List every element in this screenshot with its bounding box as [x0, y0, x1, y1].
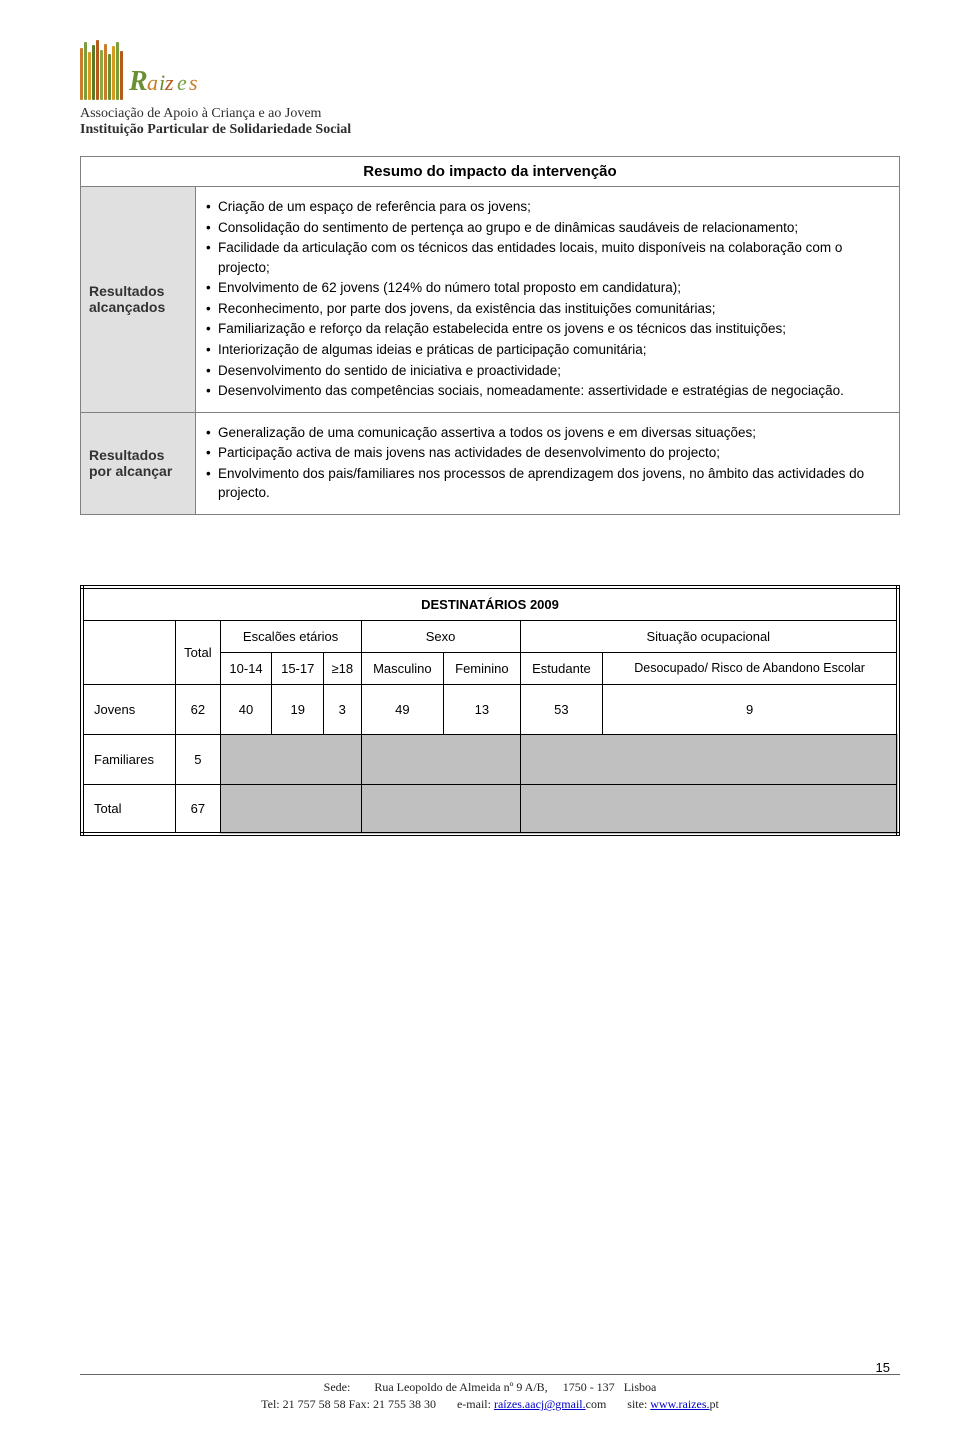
logo-bar: [100, 50, 103, 100]
dest-cell-shaded: [520, 784, 898, 834]
summary-title: Resumo do impacto da intervenção: [81, 157, 900, 187]
dest-cell: 13: [444, 684, 520, 734]
dest-row-label: Total: [82, 784, 176, 834]
svg-text:z: z: [164, 70, 174, 95]
dest-cell: 9: [603, 684, 898, 734]
logo-bar: [112, 46, 115, 100]
dest-col-total: Total: [176, 620, 221, 684]
logo-bar: [88, 52, 91, 100]
summary-bullet: Generalização de uma comunicação asserti…: [206, 423, 889, 443]
footer-sede-label: Sede:: [324, 1380, 351, 1394]
dest-subheader: Estudante: [520, 652, 603, 684]
summary-bullet: Criação de um espaço de referência para …: [206, 197, 889, 217]
logo-bars: [80, 40, 123, 100]
dest-row-total: 62: [176, 684, 221, 734]
summary-bullet: Participação activa de mais jovens nas a…: [206, 443, 889, 463]
dest-cell-shaded: [520, 734, 898, 784]
dest-subheader: Desocupado/ Risco de Abandono Escolar: [603, 652, 898, 684]
footer-address: Rua Leopoldo de Almeida nº 9 A/B,: [374, 1380, 547, 1394]
logo-bar: [84, 42, 87, 100]
dest-cell-shaded: [220, 734, 361, 784]
dest-subheader: Masculino: [361, 652, 444, 684]
dest-subheader: ≥18: [324, 652, 361, 684]
dest-row-total: 5: [176, 734, 221, 784]
footer-line2: Tel: 21 757 58 58 Fax: 21 755 38 30 e-ma…: [80, 1396, 900, 1413]
footer-email-link[interactable]: raízes.aacj@gmail.: [494, 1397, 586, 1411]
summary-table: Resumo do impacto da intervenção Resulta…: [80, 156, 900, 515]
dest-cell: 53: [520, 684, 603, 734]
footer-city: Lisboa: [624, 1380, 657, 1394]
summary-row-content: Criação de um espaço de referência para …: [196, 187, 900, 413]
summary-bullet: Consolidação do sentimento de pertença a…: [206, 218, 889, 238]
logo-bar: [92, 45, 95, 100]
org-name-line1: Associação de Apoio à Criança e ao Jovem: [80, 106, 900, 122]
footer-site-link[interactable]: www.raizes.: [650, 1397, 709, 1411]
dest-group-ages: Escalões etários: [220, 620, 361, 652]
summary-bullet: Envolvimento de 62 jovens (124% do númer…: [206, 278, 889, 298]
footer-site-suffix: pt: [710, 1397, 719, 1411]
summary-bullet: Reconhecimento, por parte dos jovens, da…: [206, 299, 889, 319]
footer-postal: 1750 - 137: [563, 1380, 615, 1394]
footer-email-suffix: com: [586, 1397, 607, 1411]
footer-line1: Sede: Rua Leopoldo de Almeida nº 9 A/B, …: [80, 1379, 900, 1396]
svg-text:R: R: [129, 66, 148, 97]
dest-row-label: Jovens: [82, 684, 176, 734]
dest-group-sex: Sexo: [361, 620, 520, 652]
dest-cell-shaded: [361, 784, 520, 834]
svg-text:a: a: [147, 70, 158, 95]
footer-tel: Tel: 21 757 58 58 Fax: 21 755 38 30: [261, 1397, 436, 1411]
summary-bullet: Interiorização de algumas ideias e práti…: [206, 340, 889, 360]
dest-cell-shaded: [361, 734, 520, 784]
dest-cell: 49: [361, 684, 444, 734]
logo-bar: [104, 44, 107, 100]
page-number: 15: [876, 1360, 890, 1375]
dest-subheader: 15-17: [272, 652, 324, 684]
dest-cell: 40: [220, 684, 272, 734]
summary-row-label: Resultados por alcançar: [81, 412, 196, 514]
dest-cell-shaded: [220, 784, 361, 834]
org-name-line2: Instituição Particular de Solidariedade …: [80, 122, 900, 138]
summary-row-label: Resultados alcançados: [81, 187, 196, 413]
dest-row-label: Familiares: [82, 734, 176, 784]
dest-table: DESTINATÁRIOS 2009 Total Escalões etário…: [80, 585, 900, 837]
dest-cell: 3: [324, 684, 361, 734]
dest-subheader: 10-14: [220, 652, 272, 684]
dest-subheader: Feminino: [444, 652, 520, 684]
logo-bar: [80, 48, 83, 100]
dest-cell: 19: [272, 684, 324, 734]
summary-bullet: Facilidade da articulação com os técnico…: [206, 238, 889, 277]
footer-email-label: e-mail:: [457, 1397, 491, 1411]
summary-bullet: Desenvolvimento das competências sociais…: [206, 381, 889, 401]
svg-text:e: e: [177, 70, 187, 95]
summary-bullet: Desenvolvimento do sentido de iniciativa…: [206, 361, 889, 381]
logo-bar: [120, 51, 123, 100]
footer: Sede: Rua Leopoldo de Almeida nº 9 A/B, …: [80, 1374, 900, 1413]
logo-bar: [108, 54, 111, 100]
dest-row-total: 67: [176, 784, 221, 834]
summary-row-content: Generalização de uma comunicação asserti…: [196, 412, 900, 514]
logo-bar: [96, 40, 99, 100]
logo-wordmark: R a i z e s: [129, 40, 219, 100]
logo-bar: [116, 42, 119, 100]
logo-block: R a i z e s: [80, 40, 900, 100]
dest-group-occup: Situação ocupacional: [520, 620, 898, 652]
page-container: R a i z e s Associação de Apoio à Crianç…: [0, 0, 960, 1437]
dest-title: DESTINATÁRIOS 2009: [82, 587, 898, 621]
svg-text:s: s: [189, 70, 198, 95]
summary-bullet: Envolvimento dos pais/familiares nos pro…: [206, 464, 889, 503]
summary-bullet: Familiarização e reforço da relação esta…: [206, 319, 889, 339]
footer-site-label: site:: [627, 1397, 647, 1411]
